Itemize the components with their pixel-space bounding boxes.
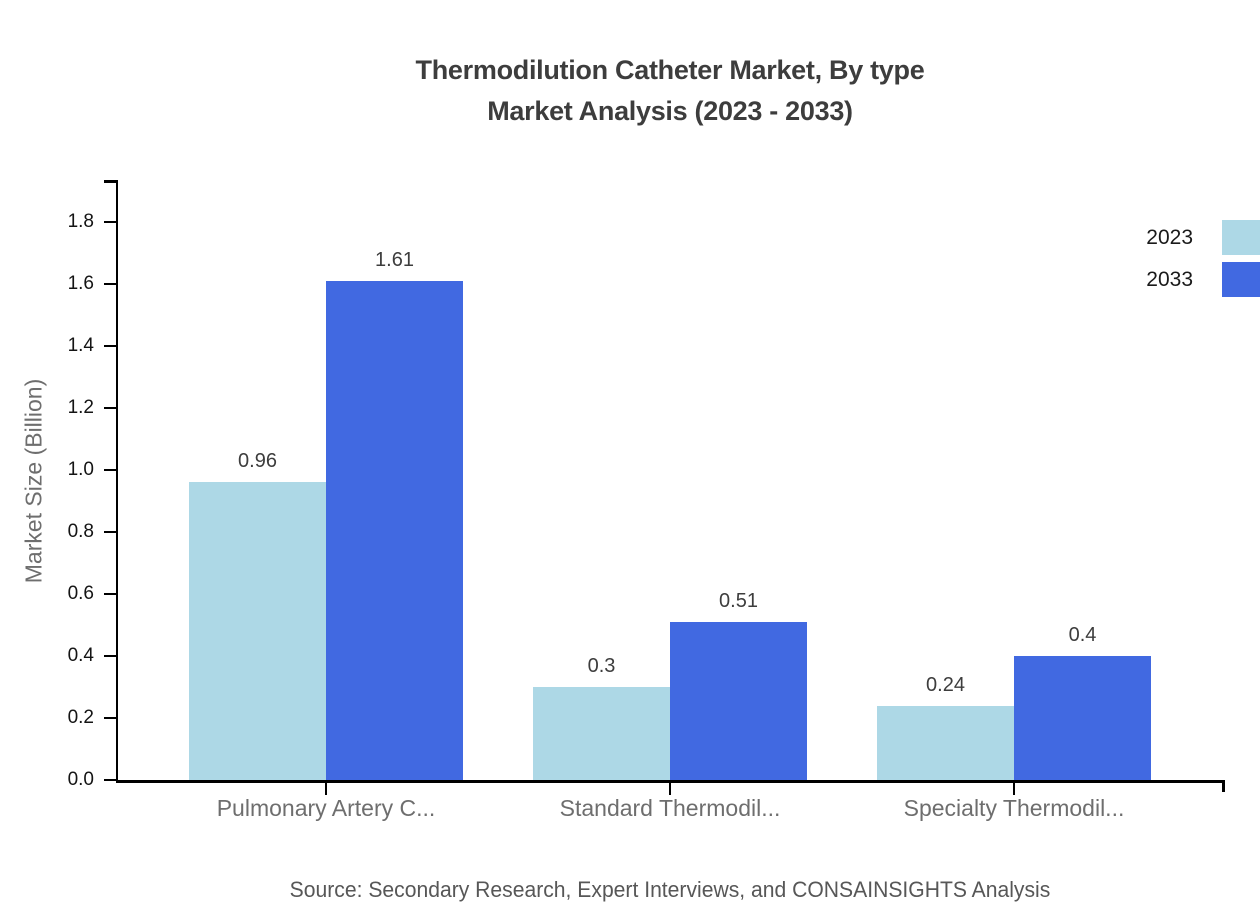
legend-label-2033: 2033 [1146, 268, 1193, 291]
bar-value-label: 0.51 [719, 589, 758, 612]
chart-title-line1: Thermodilution Catheter Market, By type [415, 55, 925, 85]
chart-title: Thermodilution Catheter Market, By type … [80, 50, 1260, 132]
y-tick-label: 0.6 [67, 583, 94, 604]
y-tick-label: 0.4 [67, 645, 94, 666]
y-tick-label: 1.0 [67, 459, 94, 480]
legend: 2023 2033 [1146, 220, 1260, 304]
y-tick [103, 406, 116, 410]
y-tick-label: 1.6 [67, 273, 94, 294]
y-tick-label: 0.0 [67, 769, 94, 790]
bar-2023-cat1 [189, 482, 326, 780]
y-axis-title: Market Size (Billion) [20, 378, 47, 584]
y-axis-line [115, 180, 118, 780]
legend-swatch-2033 [1222, 262, 1260, 297]
x-category-label: Specialty Thermodil... [903, 795, 1125, 821]
x-tick [324, 782, 328, 795]
bar-2023-cat2 [533, 687, 670, 780]
y-tick [103, 282, 116, 286]
bar-2023-cat3 [877, 705, 1014, 780]
y-axis-end-tick [103, 180, 116, 183]
x-axis-line [115, 780, 1225, 783]
x-tick [1012, 782, 1016, 795]
x-category-label: Standard Thermodil... [559, 795, 781, 821]
legend-entry-2033: 2033 [1146, 262, 1260, 297]
y-tick-label: 0.2 [67, 707, 94, 728]
x-category-label: Pulmonary Artery C... [216, 795, 436, 821]
legend-swatch-2023 [1222, 220, 1260, 255]
bar-2033-cat1 [326, 280, 463, 780]
legend-label-2023: 2023 [1146, 226, 1193, 249]
legend-entry-2023: 2023 [1146, 220, 1260, 255]
y-tick-label: 1.2 [67, 397, 94, 418]
y-tick-label: 0.8 [67, 521, 94, 542]
source-note: Source: Secondary Research, Expert Inter… [289, 877, 1051, 902]
y-tick [103, 778, 116, 782]
bar-value-label: 0.4 [1068, 624, 1097, 646]
bar-value-label: 0.24 [926, 673, 965, 696]
chart-title-line2: Market Analysis (2023 - 2033) [487, 96, 853, 126]
x-axis-end-tick [1222, 780, 1225, 792]
y-tick [103, 592, 116, 596]
bar-2033-cat3 [1014, 656, 1151, 780]
x-tick [668, 782, 672, 795]
bar-value-label: 0.96 [238, 450, 277, 473]
bar-value-label: 0.3 [587, 655, 616, 677]
y-tick [103, 344, 116, 348]
bar-value-label: 1.61 [375, 248, 414, 271]
y-tick [103, 654, 116, 658]
y-tick [103, 716, 116, 720]
y-tick [103, 220, 116, 224]
y-tick [103, 468, 116, 472]
y-tick-label: 1.8 [67, 211, 94, 232]
y-tick-label: 1.4 [67, 335, 94, 356]
bar-2033-cat2 [670, 621, 807, 780]
y-tick [103, 530, 116, 534]
